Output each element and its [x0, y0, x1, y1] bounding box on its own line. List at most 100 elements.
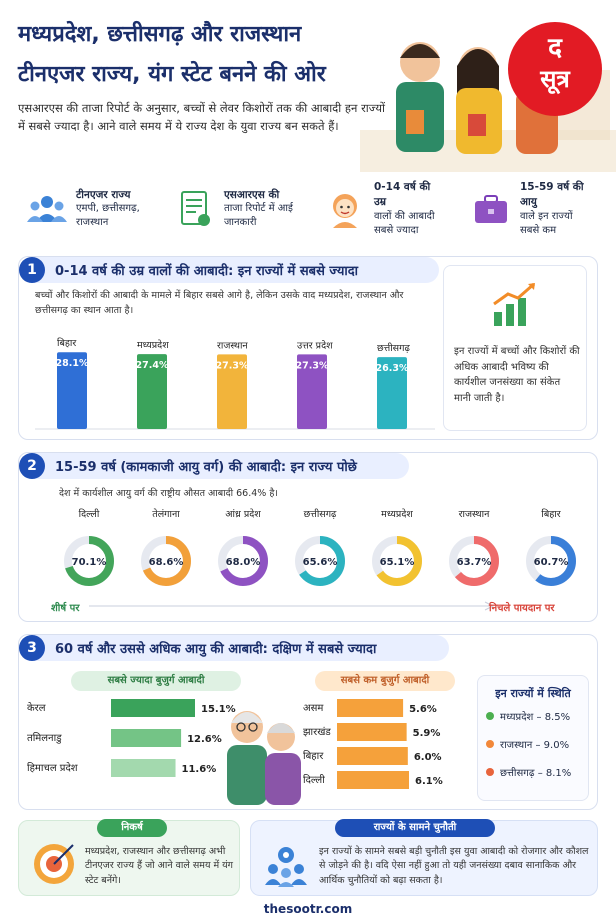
conclusion-text: मध्यप्रदेश, राजस्थान और छत्तीसगढ़ अभी टी… [85, 846, 234, 886]
section-header: 3 60 वर्ष और उससे अधिक आयु की आबादी: दक्… [19, 635, 449, 661]
donut-category-label: आंध्र प्रदेश [225, 508, 261, 520]
bar-category-label: बिहार [57, 337, 77, 349]
bar-value-label: 6.0% [414, 752, 442, 763]
conclusion-box: निकर्ष मध्यप्रदेश, राजस्थान और छत्तीसगढ़… [18, 819, 240, 896]
bar-category-label: हिमाचल प्रदेश [27, 762, 78, 774]
bar-category-label: उत्तर प्रदेश [297, 339, 333, 351]
bar [337, 771, 409, 789]
bar-category-label: असम [303, 703, 324, 714]
card-title: 0-14 वर्ष की उम्र [374, 181, 431, 208]
top-rank-label: शीर्ष पर [51, 603, 80, 614]
state-status-box: इन राज्यों में स्थिति मध्यप्रदेश – 8.5% … [477, 675, 589, 801]
footer-url: thesootr.com [263, 902, 353, 916]
bar [111, 699, 195, 717]
section-title: 0-14 वर्ष की उम्र वालों की आबादी: इन राज… [55, 264, 358, 279]
section-number: 2 [19, 453, 45, 479]
intro-text: एसआरएस की ताजा रिपोर्ट के अनुसार, बच्चों… [18, 101, 385, 133]
elderly-couple-illustration [227, 711, 301, 805]
section-header: 1 0-14 वर्ष की उम्र वालों की आबादी: इन र… [19, 257, 439, 283]
bar-value-label: 27.4% [136, 360, 169, 371]
section-title: 15-59 वर्ष (कामकाजी आयु वर्ग) की आबादी: … [55, 460, 357, 475]
card-text: वाले इन राज्यों सबसे कम [520, 210, 573, 236]
bar [337, 699, 404, 717]
donut-arc [449, 536, 499, 586]
people-icon [27, 196, 67, 222]
side-insight-text: इन राज्यों में बच्चों और किशोरों की अधिक… [454, 346, 580, 404]
card-title: टीनएजर राज्य [76, 188, 131, 201]
bar [217, 354, 247, 429]
status-item: मध्यप्रदेश – 8.5% [486, 709, 588, 723]
donut-value-label: 68.0% [226, 557, 261, 568]
least-elderly-label: सबसे कम बुजुर्ग आबादी [315, 671, 455, 691]
info-card-working-age: 15-59 वर्ष की आयु वाले इन राज्यों सबसे कम [462, 176, 598, 242]
bar [111, 759, 176, 777]
bar-value-label: 12.6% [187, 734, 222, 745]
status-dot [486, 712, 494, 720]
team-gear-icon [265, 847, 307, 887]
bar-value-label: 5.6% [409, 704, 437, 715]
info-card-report: एसआरएस की ताजा रिपोर्ट में आई जानकारी [166, 176, 306, 242]
bar-category-label: बिहार [303, 750, 324, 762]
donut-arc [295, 536, 345, 586]
card-title: 15-59 वर्ष की आयु [520, 181, 584, 208]
bar-category-label: तमिलनाडु [27, 732, 62, 744]
bar-value-label: 6.1% [415, 776, 443, 787]
donut-category-label: दिल्ली [79, 508, 100, 520]
challenge-box: राज्यों के सामने चुनौती इन राज्यों के सा… [250, 819, 598, 896]
bar [137, 354, 167, 429]
bottom-rank-label: निचले पायदान पर [489, 603, 555, 614]
section-note: बच्चों और किशोरों की आबादी के मामले में … [35, 290, 404, 316]
section-number: 1 [19, 257, 45, 283]
most-elderly-label: सबसे ज्यादा बुजुर्ग आबादी [71, 671, 241, 691]
section-working-age: 2 15-59 वर्ष (कामकाजी आयु वर्ग) की आबादी… [18, 452, 598, 622]
status-title: इन राज्यों में स्थिति [495, 687, 571, 700]
section-child-population: 1 0-14 वर्ष की उम्र वालों की आबादी: इन र… [18, 256, 598, 440]
side-insight-box: इन राज्यों में बच्चों और किशोरों की अधिक… [443, 265, 587, 431]
bar-value-label: 15.1% [201, 704, 236, 715]
donut-arc [218, 536, 268, 586]
card-title: एसआरएस की [224, 188, 280, 201]
info-card-teenager: टीनएजर राज्य एमपी, छत्तीसगढ़, राजस्थान [18, 176, 156, 242]
bar [57, 352, 87, 429]
donut-value-label: 63.7% [457, 557, 492, 568]
growth-chart-icon [493, 282, 535, 326]
bar [337, 747, 408, 765]
bar-value-label: 28.1% [56, 358, 89, 369]
donut-value-label: 60.7% [534, 557, 569, 568]
donut-value-label: 65.6% [303, 557, 338, 568]
donut-category-label: मध्यप्रदेश [381, 508, 413, 520]
section-title: 60 वर्ष और उससे अधिक आयु की आबादी: दक्षि… [55, 642, 377, 657]
bar-value-label: 27.3% [216, 360, 249, 371]
bar [297, 354, 327, 429]
most-elderly-bar-chart: केरल 15.1% तमिलनाडु 12.6% हिमाचल प्रदेश 11.6% [27, 699, 236, 777]
child-population-bar-chart: बिहार 28.1% मध्यप्रदेश 27.4% राजस्थान 27.3% उत… [35, 337, 435, 430]
challenge-title: राज्यों के सामने चुनौती [335, 819, 495, 837]
section-number: 3 [19, 635, 45, 661]
card-text: ताजा रिपोर्ट में आई जानकारी [224, 203, 293, 229]
status-text: मध्यप्रदेश – 8.5% [500, 712, 571, 723]
section-header: 2 15-59 वर्ष (कामकाजी आयु वर्ग) की आबादी… [19, 453, 409, 479]
bar-category-label: मध्यप्रदेश [137, 339, 169, 351]
info-card-child: 0-14 वर्ष की उम्र वालों की आबादी सबसे ज्य… [316, 176, 452, 242]
status-item: छत्तीसगढ़ – 8.1% [486, 765, 588, 779]
status-item: राजस्थान – 9.0% [486, 737, 588, 751]
bar-value-label: 26.3% [376, 363, 409, 374]
target-icon [34, 844, 74, 884]
bar [111, 729, 182, 747]
donut-value-label: 70.1% [72, 557, 107, 568]
bar-category-label: राजस्थान [217, 340, 248, 351]
donut-category-label: बिहार [541, 508, 561, 520]
page-title-line1: मध्यप्रदेश, छत्तीसगढ़ और राजस्थान [18, 22, 302, 47]
bar-category-label: दिल्ली [303, 774, 325, 786]
donut-arc [526, 536, 576, 586]
donut-value-label: 65.1% [380, 557, 415, 568]
status-text: राजस्थान – 9.0% [500, 740, 570, 751]
least-elderly-bar-chart: असम 5.6% झारखंड 5.9% बिहार 6.0% दिल्ली 6.1% [303, 699, 443, 789]
donut-category-label: छत्तीसगढ़ [304, 508, 337, 520]
status-dot [486, 768, 494, 776]
child-icon [333, 194, 357, 228]
bar-category-label: झारखंड [303, 726, 331, 738]
donut-arc [141, 536, 191, 586]
bar-category-label: छत्तीसगढ़ [377, 342, 410, 354]
logo-text-top: द [548, 33, 562, 63]
